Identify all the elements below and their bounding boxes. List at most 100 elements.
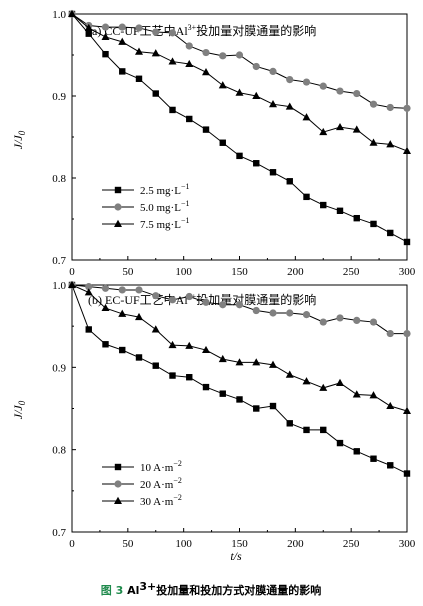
data-point: [119, 68, 126, 75]
data-point: [151, 325, 160, 333]
data-point: [186, 374, 193, 381]
legend-label: 7.5 mg·L−1: [140, 216, 189, 231]
data-point: [403, 329, 411, 338]
data-point: [386, 103, 394, 112]
data-point: [135, 24, 143, 32]
data-point: [101, 303, 110, 312]
data-point: [387, 462, 394, 469]
data-point: [236, 152, 243, 160]
data-point: [319, 127, 328, 136]
y-tick-label: 0.7: [52, 527, 66, 539]
data-point: [101, 32, 110, 40]
legend-marker: [114, 219, 122, 227]
data-point: [219, 52, 227, 60]
panel-b-xlabel: t/s: [230, 549, 242, 563]
data-point: [403, 406, 411, 414]
x-tick-label: 0: [69, 538, 75, 550]
data-point: [235, 358, 244, 366]
data-point: [302, 377, 311, 385]
data-point: [218, 81, 227, 89]
data-point: [336, 314, 344, 322]
data-point: [303, 426, 310, 434]
y-tick-label: 0.8: [52, 173, 66, 185]
data-point: [369, 100, 378, 108]
data-point: [219, 139, 226, 146]
data-point: [319, 318, 327, 326]
data-point: [269, 100, 277, 108]
data-point: [152, 28, 160, 36]
data-point: [285, 102, 294, 110]
y-tick-label: 0.9: [52, 362, 66, 374]
data-point: [286, 76, 294, 84]
data-point: [185, 59, 194, 68]
data-point: [403, 104, 411, 112]
data-point: [185, 42, 193, 50]
data-point: [68, 9, 76, 17]
series-triangle: [68, 280, 411, 414]
data-point: [269, 309, 277, 317]
data-point: [269, 67, 277, 75]
data-point: [403, 238, 411, 246]
y-tick-label: 1.0: [52, 280, 66, 292]
data-point: [302, 311, 311, 319]
legend-label: 30 A·m−2: [140, 493, 182, 508]
series-square: [68, 10, 411, 246]
data-point: [235, 301, 244, 309]
data-point: [387, 229, 394, 237]
data-point: [152, 292, 160, 300]
data-point: [253, 160, 260, 167]
data-point: [269, 402, 277, 410]
panel-a-chart: (a) CC-UF工艺中Al3+投加量对膜通量的影响 J/J0 0 50 100 15…: [11, 9, 416, 278]
data-point: [286, 309, 294, 317]
series-triangle: [68, 9, 411, 154]
x-tick-label: 50: [122, 538, 134, 550]
legend-label: 5.0 mg·L−1: [140, 199, 189, 214]
panel-b-ylabel: J/J0: [11, 400, 27, 419]
legend-marker: [114, 463, 122, 471]
data-point: [302, 113, 311, 121]
data-point: [369, 138, 378, 146]
data-point: [336, 439, 344, 447]
data-point: [303, 193, 310, 201]
data-point: [319, 383, 328, 391]
data-point: [286, 420, 293, 427]
x-tick-label: 0: [69, 266, 75, 278]
data-point: [386, 401, 395, 410]
data-point: [118, 23, 126, 31]
x-tick-label: 300: [399, 266, 416, 278]
panel-a-ylabel: J/J0: [11, 130, 27, 149]
panel-a-plot-frame: [71, 13, 408, 261]
panel-b-chart: (b) EC-UF工艺中Al3+投加量对膜通量的影响 J/J0 t/s 0 50 1…: [11, 280, 416, 563]
x-tick-label: 150: [231, 266, 248, 278]
y-tick-label: 0.8: [52, 445, 66, 457]
data-point: [386, 329, 394, 338]
data-point: [135, 312, 143, 321]
data-point: [320, 201, 327, 209]
legend-label: 2.5 mg·L−1: [140, 182, 189, 197]
data-point: [353, 448, 360, 455]
data-point: [370, 220, 377, 228]
x-tick-label: 150: [231, 538, 248, 550]
data-point: [85, 283, 93, 291]
data-point: [102, 50, 109, 58]
data-point: [352, 390, 361, 398]
y-tick-label: 1.0: [52, 9, 66, 21]
y-tick-label: 0.7: [52, 255, 66, 267]
data-point: [336, 122, 344, 131]
figure-caption: 图 3 Al3+投加量和投加方式对膜通量的影响: [101, 580, 321, 597]
legend-marker: [114, 496, 122, 504]
data-point: [302, 78, 311, 86]
panel-b-ticks: 0 50 100 150 200 250 300 0.7 0.8 0.9 1.0: [52, 280, 416, 550]
x-tick-label: 200: [287, 538, 304, 550]
data-point: [202, 68, 210, 76]
data-point: [85, 326, 92, 333]
data-point: [118, 309, 127, 317]
data-point: [235, 88, 244, 96]
data-point: [253, 405, 260, 412]
data-point: [369, 318, 378, 326]
data-point: [168, 296, 177, 304]
data-point: [352, 125, 361, 133]
data-point: [353, 214, 360, 222]
panel-a-ticks: 0 50 100 150 200 250 300 0.7 0.8 0.9 1.0: [52, 9, 416, 278]
